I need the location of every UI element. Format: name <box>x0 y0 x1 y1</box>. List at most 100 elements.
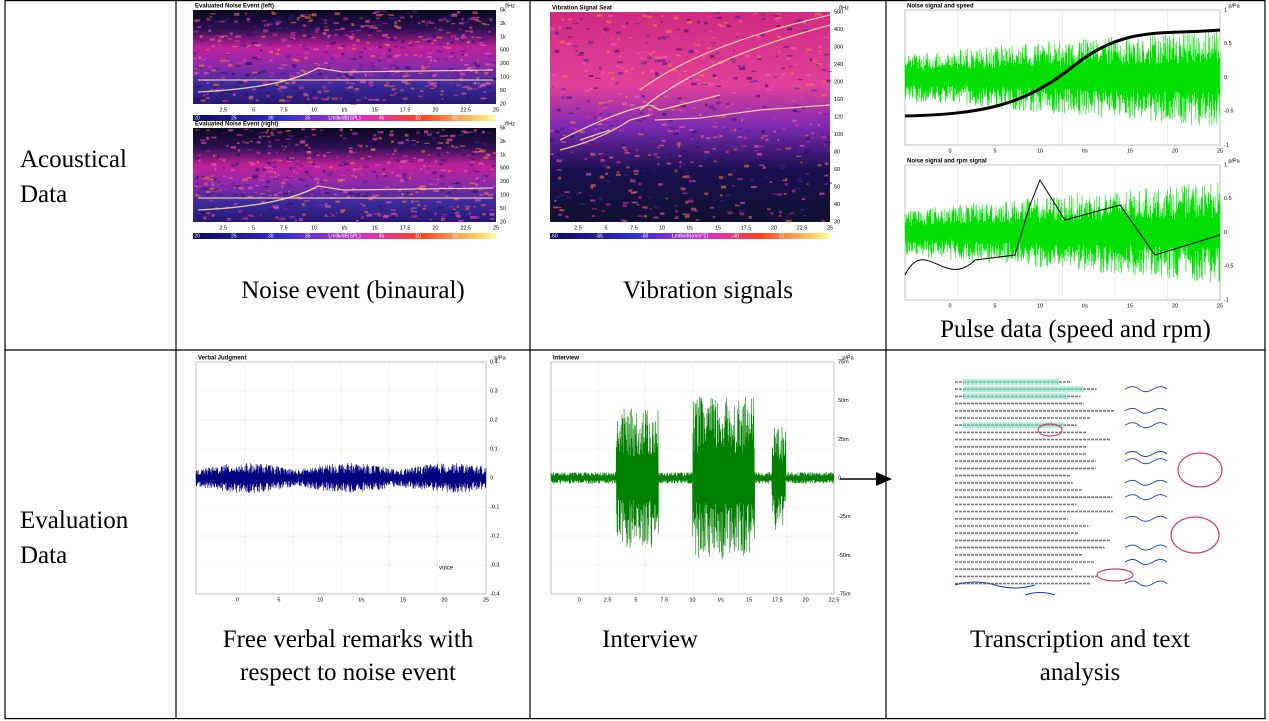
spectrogram-speckle <box>636 203 639 206</box>
spectrogram-speckle <box>428 165 432 168</box>
spectrogram-speckle <box>357 144 363 146</box>
spectrogram-speckle <box>387 95 391 99</box>
spectrogram-speckle <box>725 103 731 105</box>
spectrogram-speckle <box>311 68 314 72</box>
spectrogram-speckle <box>781 73 786 75</box>
spectrogram-speckle <box>628 189 633 193</box>
spectrogram-speckle <box>360 216 365 219</box>
spectrogram-speckle <box>235 86 239 88</box>
y-tick-label: 120 <box>834 114 843 120</box>
scale-label: 50 <box>415 233 421 239</box>
spectrogram-speckle <box>647 15 653 19</box>
spectrogram-speckle <box>468 212 472 215</box>
x-tick-label: t/s <box>342 225 348 231</box>
scale-label: Lmtlk/dB(SPL) <box>328 115 361 121</box>
spectrogram-speckle <box>394 149 397 153</box>
spectrogram-speckle <box>405 139 409 141</box>
spectrogram-speckle <box>589 87 594 90</box>
spectrogram-speckle <box>467 18 472 21</box>
spectrogram-speckle <box>239 43 246 47</box>
spectrogram-speckle <box>453 188 457 191</box>
x-tick-label: 2.5 <box>219 225 227 231</box>
spectrogram-speckle <box>323 19 327 22</box>
spectrogram-speckle <box>434 184 438 186</box>
spectrogram-speckle <box>408 41 411 44</box>
x-tick-label: 22.5 <box>829 597 840 603</box>
spectrogram-speckle <box>224 148 229 152</box>
spectrogram-speckle <box>352 44 357 46</box>
spectrogram-speckle <box>771 193 777 195</box>
spectrogram-speckle <box>718 175 724 179</box>
spectrogram-speckle <box>482 144 489 147</box>
y-tick-label: 5k <box>500 125 506 131</box>
y-tick-label: -0.4 <box>490 591 499 597</box>
spectrogram-speckle <box>570 135 575 139</box>
spectrogram-speckle <box>698 165 703 167</box>
spectrogram-speckle <box>225 188 228 191</box>
spectrogram-speckle <box>291 32 297 34</box>
spectrogram-speckle <box>410 41 414 43</box>
spectrogram-speckle <box>422 30 426 32</box>
spectrogram-speckle <box>719 103 723 106</box>
spectrogram-speckle <box>219 157 223 160</box>
scan-circle <box>1170 516 1220 554</box>
spectrogram-speckle <box>491 77 497 81</box>
spectrogram-speckle <box>457 219 464 223</box>
spectrogram-speckle <box>237 89 244 92</box>
spectrogram-speckle <box>262 172 267 175</box>
y-tick-label: 500 <box>500 48 509 54</box>
spectrogram-speckle <box>358 172 361 174</box>
spectrogram-speckle <box>261 200 266 203</box>
spectrogram-speckle <box>398 141 404 145</box>
spectrogram-speckle <box>646 12 650 14</box>
spectrogram-speckle <box>559 209 565 212</box>
spectrogram-speckle <box>644 207 648 209</box>
spectrogram-speckle <box>303 25 307 27</box>
spectrogram-speckle <box>634 95 639 98</box>
spectrogram-speckle <box>327 173 332 177</box>
scan-scribble <box>1124 458 1168 465</box>
spectrogram-speckle <box>741 145 747 148</box>
spectrogram-speckle <box>408 160 413 164</box>
spectrogram-speckle <box>274 158 281 161</box>
spectrogram-speckle <box>373 63 379 65</box>
spectrogram-speckle <box>590 153 596 157</box>
x-tick-label: 0 <box>948 303 951 309</box>
spectrogram-speckle <box>751 70 756 72</box>
spectrogram-speckle <box>727 173 733 176</box>
spectrogram-speckle <box>440 169 447 172</box>
spectrogram-speckle <box>339 174 346 177</box>
spectrogram-speckle <box>459 23 463 27</box>
spectrogram-speckle <box>432 34 436 38</box>
spectrogram-speckle <box>310 36 316 39</box>
spectrogram-speckle <box>580 17 583 21</box>
spectrogram-speckle <box>422 208 426 210</box>
spectrogram-speckle <box>299 218 303 222</box>
spectrogram-speckle <box>551 86 555 88</box>
spectrogram-speckle <box>305 172 310 175</box>
spectrogram-speckle <box>825 141 831 143</box>
spectrogram-speckle <box>481 168 485 171</box>
spectrogram-speckle <box>802 29 809 32</box>
spectrogram-speckle <box>397 14 402 16</box>
spectrogram-speckle <box>359 51 364 54</box>
x-tick-label: 20 <box>803 597 809 603</box>
spectrogram-speckle <box>488 55 492 57</box>
spectrogram-speckle <box>679 163 686 166</box>
spectrogram-speckle <box>641 170 646 172</box>
scale-label: 60 <box>489 233 495 239</box>
spectrogram-speckle <box>332 214 335 217</box>
spectrogram-speckle <box>466 67 471 70</box>
spectrogram-speckle <box>665 197 668 200</box>
spectrogram-speckle <box>309 148 312 151</box>
spectrogram-speckle <box>750 185 757 188</box>
spectrogram-speckle <box>444 23 450 25</box>
spectrogram-speckle <box>366 215 371 219</box>
spectrogram-speckle <box>352 57 357 61</box>
spectrogram-speckle <box>583 58 589 62</box>
spectrogram-speckle <box>324 98 330 101</box>
spectrogram-speckle <box>452 13 458 16</box>
spectrogram-speckle <box>285 54 291 58</box>
spectrogram-speckle <box>638 196 642 199</box>
spectrogram-speckle <box>396 26 402 29</box>
